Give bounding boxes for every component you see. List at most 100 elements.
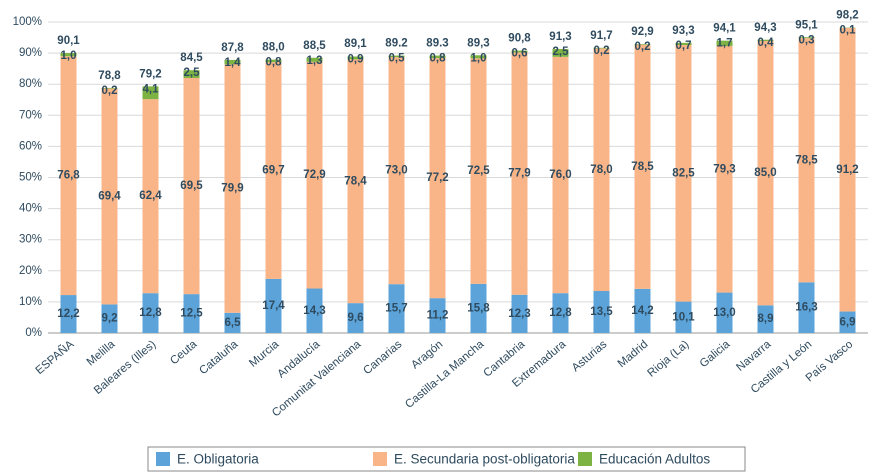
value-label: 0,2: [635, 41, 651, 53]
value-label: 10,1: [672, 311, 695, 323]
y-tick-label: 10%: [19, 296, 42, 308]
y-tick-label: 30%: [19, 234, 42, 246]
bar-segment: [675, 301, 692, 333]
value-label: 77,9: [508, 168, 530, 180]
y-tick-label: 20%: [19, 265, 42, 277]
value-label: 8,9: [758, 313, 774, 325]
bar-segment: [511, 50, 528, 53]
x-tick-label: Cataluña: [197, 338, 240, 377]
total-label: 91,3: [549, 31, 571, 43]
value-label: 16,3: [795, 302, 817, 314]
bar-segment: [798, 282, 815, 333]
bar-segment: [675, 45, 692, 302]
bar-segment: [265, 62, 282, 279]
value-label: 79,3: [713, 163, 735, 175]
legend-box: [147, 446, 746, 472]
bar-segment: [593, 48, 610, 292]
total-label: 84,5: [180, 52, 203, 64]
value-label: 69,4: [98, 191, 121, 203]
x-tick-label: Castilla-La Mancha: [403, 338, 487, 411]
value-label: 12,2: [57, 308, 79, 320]
value-label: 12,8: [139, 307, 162, 319]
x-tick-label: Asturias: [570, 338, 610, 374]
value-label: 2,5: [184, 67, 201, 79]
total-label: 93,3: [672, 25, 694, 37]
bar-segment: [347, 59, 364, 304]
total-label: 78,8: [98, 70, 121, 82]
total-label: 89,3: [467, 37, 489, 49]
value-label: 69,5: [180, 180, 203, 192]
value-label: 78,5: [795, 154, 818, 166]
bar-segment: [798, 38, 815, 283]
value-label: 6,9: [840, 316, 856, 328]
bar-segment: [634, 44, 651, 45]
total-label: 90,8: [508, 33, 531, 45]
value-label: 12,5: [180, 308, 203, 320]
value-label: 0,9: [348, 54, 364, 66]
bar-segment: [511, 52, 528, 295]
bar-segment: [101, 304, 118, 333]
legend-swatch: [373, 452, 387, 466]
bar-segment: [60, 56, 77, 296]
total-label: 89,1: [344, 38, 367, 50]
legend-label: E. Secundaria post-obligatoria: [394, 452, 575, 467]
value-label: 1,0: [471, 52, 487, 64]
bar-segment: [306, 61, 323, 289]
value-label: 0,5: [389, 53, 406, 65]
bar-segment: [388, 284, 405, 333]
value-label: 1,7: [717, 38, 733, 50]
total-label: 88,5: [303, 40, 326, 52]
value-label: 0,1: [840, 25, 857, 37]
bar-segment: [347, 56, 364, 60]
x-tick-label: ESPAÑA: [33, 337, 77, 377]
value-label: 85,0: [754, 167, 776, 179]
y-tick-label: 50%: [19, 172, 42, 184]
bar-segment: [265, 278, 282, 333]
bar-segment: [552, 56, 569, 294]
value-label: 0,3: [799, 34, 815, 46]
bar-segment: [142, 293, 159, 333]
value-label: 12,8: [549, 307, 572, 319]
y-tick-label: 100%: [13, 16, 42, 28]
bar-segment: [224, 64, 241, 313]
value-label: 72,5: [467, 165, 490, 177]
legend-swatch: [156, 452, 170, 466]
bar-segment: [552, 49, 569, 57]
value-label: 0,4: [758, 37, 775, 49]
value-label: 0,8: [430, 53, 447, 65]
total-label: 88,0: [262, 41, 284, 53]
value-label: 78,0: [590, 164, 612, 176]
bar-segment: [716, 40, 733, 46]
x-tick-label: Galicia: [698, 338, 733, 370]
x-tick-label: Madrid: [616, 338, 651, 370]
value-label: 1,0: [61, 50, 77, 62]
bar-segment: [593, 291, 610, 333]
total-label: 98,2: [836, 10, 858, 22]
bar-segment: [634, 44, 651, 289]
bar-segment: [470, 55, 487, 59]
x-tick-label: Aragón: [409, 338, 445, 371]
bar-segment: [675, 42, 692, 46]
bar-segment: [306, 288, 323, 333]
total-label: 94,1: [713, 22, 736, 34]
value-label: 78,4: [344, 175, 367, 187]
value-label: 0,8: [266, 57, 283, 69]
bar-segment: [347, 303, 364, 333]
bar-segment: [798, 37, 815, 39]
value-label: 69,7: [262, 165, 284, 177]
value-label: 79,9: [221, 183, 243, 195]
value-label: 82,5: [672, 167, 695, 179]
legend-label: Educación Adultos: [599, 452, 710, 467]
bar-segment: [183, 70, 200, 78]
value-label: 6,5: [225, 317, 242, 329]
bar-segment: [757, 39, 774, 41]
bar-segment: [757, 40, 774, 306]
total-label: 87,8: [221, 42, 244, 54]
bar-segment: [757, 305, 774, 333]
x-tick-label: Melilla: [85, 338, 118, 369]
bar-segment: [470, 58, 487, 284]
value-label: 77,2: [426, 172, 448, 184]
total-label: 92,9: [631, 26, 653, 38]
bar-segment: [716, 45, 733, 293]
value-label: 9,2: [102, 313, 118, 325]
